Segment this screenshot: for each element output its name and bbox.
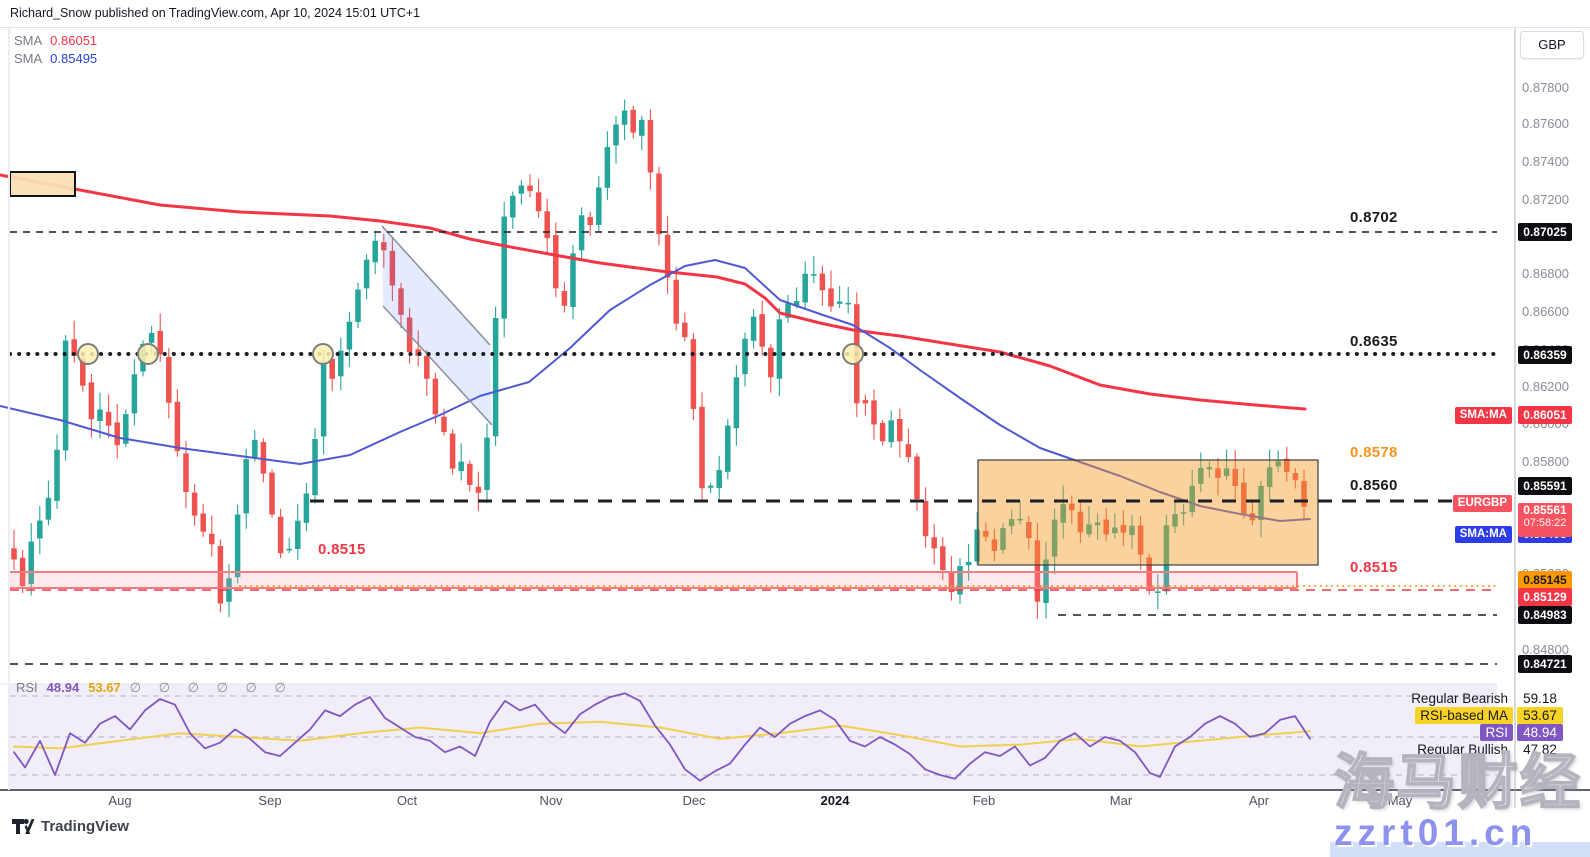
level-price-label: 0.8702 bbox=[1350, 209, 1398, 226]
time-axis-label[interactable]: Sep bbox=[258, 793, 282, 808]
price-badge: 0.84721 bbox=[1518, 655, 1572, 673]
time-axis-label[interactable]: Feb bbox=[972, 793, 996, 808]
rsi-legend[interactable]: RSI 48.94 53.67 ∅ ∅ ∅ ∅ ∅ ∅ bbox=[16, 680, 302, 696]
sma2-value: 0.85495 bbox=[50, 51, 98, 66]
rsi-title: RSI bbox=[16, 680, 38, 695]
time-axis-label[interactable]: Apr bbox=[1248, 793, 1270, 808]
price-badge: 0.85591 bbox=[1518, 477, 1572, 495]
header-bar: Richard_Snow published on TradingView.co… bbox=[0, 0, 1590, 28]
tradingview-brand-text: TradingView bbox=[41, 818, 130, 835]
sma1-label: SMA bbox=[14, 33, 43, 48]
price-badge: 0.87025 bbox=[1518, 223, 1572, 241]
rsi-row-value: 48.94 bbox=[1517, 724, 1563, 741]
price-tick: 0.87400 bbox=[1522, 154, 1569, 169]
rsi-ma-value: 53.67 bbox=[88, 680, 121, 695]
time-axis-label[interactable]: Mar bbox=[1109, 793, 1133, 808]
tradingview-footer-link[interactable]: TradingView bbox=[12, 818, 129, 835]
time-axis-label[interactable]: 2024 bbox=[820, 793, 850, 808]
rsi-row-value: 59.18 bbox=[1523, 691, 1557, 706]
price-tick: 0.86200 bbox=[1522, 379, 1569, 394]
legend-sma-2[interactable]: SMA 0.85495 bbox=[14, 51, 97, 66]
rsi-row-label: Regular Bullish bbox=[1417, 742, 1508, 757]
price-tick: 0.84800 bbox=[1522, 642, 1569, 657]
rsi-row-label: RSI bbox=[1480, 724, 1513, 741]
rsi-row-label: RSI-based MA bbox=[1415, 707, 1513, 724]
level-price-label: 0.8515 bbox=[1350, 559, 1398, 576]
time-axis-label[interactable]: May bbox=[1387, 793, 1413, 808]
price-tick: 0.86600 bbox=[1522, 304, 1569, 319]
price-tick: 0.87800 bbox=[1522, 80, 1569, 95]
rsi-value: 48.94 bbox=[46, 680, 80, 695]
level-price-label: 0.8515 bbox=[318, 541, 366, 558]
sma1-value: 0.86051 bbox=[50, 33, 98, 48]
price-tick: 0.85800 bbox=[1522, 454, 1569, 469]
level-price-label: 0.8578 bbox=[1350, 444, 1398, 461]
currency-button[interactable]: GBP bbox=[1520, 31, 1584, 59]
rsi-divergence-empty-icons: ∅ ∅ ∅ ∅ ∅ ∅ bbox=[129, 680, 293, 695]
series-tag-badge: SMA:MA bbox=[1454, 407, 1512, 424]
price-badge: 0.84983 bbox=[1518, 606, 1572, 624]
time-axis-label[interactable]: Nov bbox=[539, 793, 563, 808]
published-line: Richard_Snow published on TradingView.co… bbox=[10, 6, 421, 20]
price-badge: 0.85145 bbox=[1518, 571, 1572, 589]
rsi-row-label: Regular Bearish bbox=[1411, 691, 1508, 706]
price-tick: 0.87200 bbox=[1522, 192, 1569, 207]
sma2-label: SMA bbox=[14, 51, 43, 66]
tradingview-logo-icon bbox=[12, 819, 34, 834]
rsi-row-value: 47.82 bbox=[1523, 742, 1557, 757]
time-axis-label[interactable]: Dec bbox=[682, 793, 706, 808]
price-badge: 0.86051 bbox=[1518, 406, 1572, 424]
time-axis-label[interactable]: Oct bbox=[396, 793, 418, 808]
series-tag-badge: SMA:MA bbox=[1454, 526, 1512, 543]
last-price-badge: 0.85561 07:58:22 bbox=[1518, 503, 1572, 537]
price-tick: 0.87600 bbox=[1522, 116, 1569, 131]
level-price-label: 0.8560 bbox=[1350, 477, 1398, 494]
price-badge: 0.85129 bbox=[1518, 588, 1572, 606]
watermark-cjk: 海马财经 bbox=[1333, 748, 1582, 817]
rsi-row-value: 53.67 bbox=[1517, 707, 1563, 724]
watermark-url: zzrt01.cn bbox=[1334, 812, 1538, 853]
price-badge: 0.86359 bbox=[1518, 346, 1572, 364]
watermark-strip bbox=[1330, 842, 1590, 857]
series-tag-badge: EURGBP bbox=[1452, 495, 1512, 512]
time-axis-label[interactable]: Aug bbox=[108, 793, 132, 808]
price-tick: 0.86800 bbox=[1522, 266, 1569, 281]
legend-sma-1[interactable]: SMA 0.86051 bbox=[14, 33, 97, 48]
level-price-label: 0.8635 bbox=[1350, 333, 1398, 350]
